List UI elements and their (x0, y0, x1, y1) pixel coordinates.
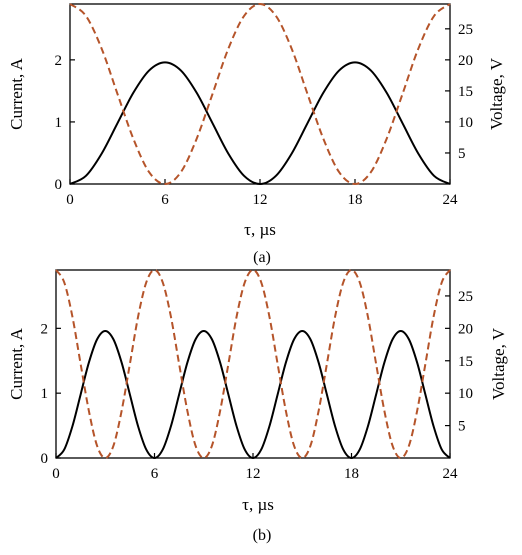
x-axis-label-b: τ, µs (242, 495, 274, 514)
y-tick-label-right: 10 (458, 115, 473, 131)
y-tick-label-right: 5 (458, 146, 466, 162)
voltage-series-line-b (55, 268, 451, 460)
panel-label-a: (a) (253, 249, 271, 266)
x-tick-label: 18 (348, 192, 363, 208)
y-tick-label-left: 0 (41, 451, 49, 467)
x-tick-label: 24 (443, 466, 459, 482)
x-tick-label: 0 (66, 192, 74, 208)
y-tick-label-right: 20 (458, 321, 473, 337)
x-tick-label: 6 (151, 466, 159, 482)
y-tick-label-left: 2 (41, 321, 49, 337)
y-axis-label-right-a: Voltage, V (487, 57, 506, 130)
y-tick-label-right: 20 (458, 53, 473, 69)
x-tick-label: 24 (443, 192, 459, 208)
y-tick-label-left: 1 (55, 115, 63, 131)
x-tick-label: 12 (246, 466, 261, 482)
current-series-line-b (55, 329, 451, 460)
x-tick-label: 0 (52, 466, 60, 482)
y-axis-label-left-a: Current, A (7, 57, 26, 129)
y-axis-label-right-b: Voltage, V (489, 327, 508, 400)
x-axis-label-a: τ, µs (244, 220, 276, 239)
x-tick-label: 12 (253, 192, 268, 208)
y-tick-label-right: 10 (458, 386, 473, 402)
y-tick-label-right: 5 (458, 419, 466, 435)
y-axis-label-left-b: Current, A (7, 327, 26, 399)
plot-frame-b (55, 269, 451, 459)
current-series-line-a (69, 61, 451, 186)
y-tick-label-left: 0 (55, 177, 63, 193)
y-tick-label-left: 1 (41, 386, 49, 402)
x-tick-label: 18 (344, 466, 359, 482)
x-tick-label: 6 (161, 192, 169, 208)
y-tick-label-left: 2 (55, 53, 63, 69)
y-tick-label-right: 15 (458, 84, 473, 100)
plot-frame-a (69, 3, 451, 185)
panel-label-b: (b) (253, 527, 272, 544)
y-tick-label-right: 25 (458, 22, 473, 38)
y-tick-label-right: 15 (458, 354, 473, 370)
voltage-series-line-a (69, 2, 451, 186)
y-tick-label-right: 25 (458, 289, 473, 305)
